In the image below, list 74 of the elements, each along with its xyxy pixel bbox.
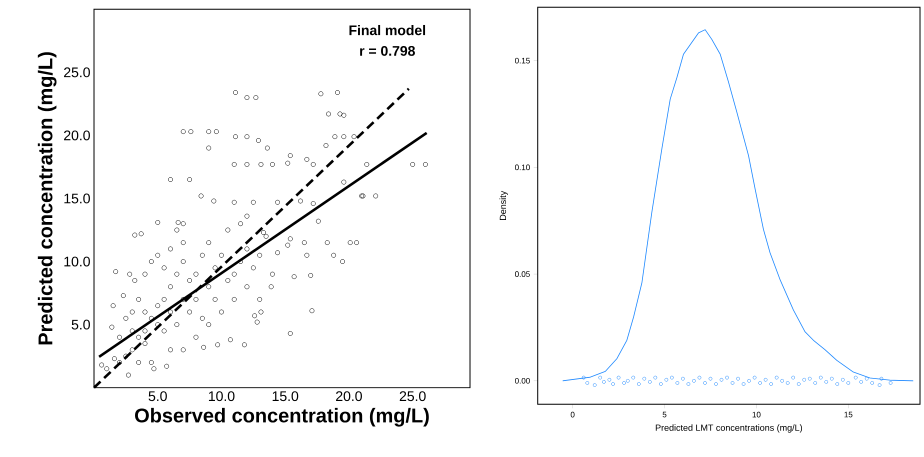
point	[681, 376, 685, 381]
point	[824, 380, 828, 384]
point	[626, 378, 630, 383]
point	[846, 381, 850, 385]
point	[720, 378, 724, 382]
point	[730, 381, 734, 385]
point	[582, 376, 586, 380]
point	[708, 376, 712, 381]
point	[608, 378, 612, 382]
point	[611, 382, 615, 386]
y-tick-label: 15.0	[64, 194, 90, 204]
y-tick-label: 20.0	[64, 130, 90, 140]
point	[692, 378, 696, 383]
point	[602, 380, 606, 384]
x-tick-label: 20.0	[336, 391, 362, 402]
point	[758, 381, 762, 385]
point	[686, 382, 690, 386]
point	[742, 382, 746, 386]
point	[703, 381, 707, 385]
y-tick-label: 10.0	[64, 256, 90, 266]
point	[622, 381, 626, 385]
x-axis-title: Observed concentration (mg/L)	[135, 408, 429, 427]
point	[888, 381, 892, 385]
point	[698, 376, 702, 380]
point	[598, 376, 602, 380]
y-tick-label: 25.0	[64, 67, 90, 78]
point	[648, 380, 652, 384]
x-axis-title: Predicted LMT concentrations (mg/L)	[656, 424, 802, 433]
point	[859, 380, 864, 384]
point	[664, 378, 668, 382]
point	[818, 376, 823, 380]
point	[636, 382, 641, 386]
point	[653, 376, 658, 380]
y-axis-title: Density	[499, 190, 508, 220]
point	[769, 382, 773, 386]
point	[642, 376, 646, 381]
point	[676, 381, 680, 385]
point	[736, 376, 740, 381]
point	[880, 376, 884, 381]
point	[616, 376, 620, 380]
point	[870, 381, 874, 385]
point	[854, 376, 858, 380]
point	[764, 378, 768, 382]
point	[791, 376, 796, 380]
point	[670, 376, 674, 380]
annotation: Final model	[349, 24, 426, 36]
x-tick-label: 10.0	[208, 391, 234, 402]
point	[786, 381, 790, 385]
x-tick-label: 5.0	[148, 391, 167, 402]
point	[659, 382, 663, 386]
point	[813, 381, 818, 385]
point	[878, 383, 882, 387]
line-series	[562, 29, 914, 382]
annotation: r = 0.798	[360, 46, 415, 56]
point	[752, 376, 756, 380]
point	[631, 376, 636, 380]
point	[725, 376, 729, 380]
y-axis-title: Predicted concentration (mg/L)	[38, 52, 56, 344]
point	[808, 376, 812, 381]
point	[774, 376, 778, 380]
point	[802, 378, 806, 382]
point	[585, 381, 590, 385]
point	[830, 376, 834, 381]
x-tick-label: 15.0	[272, 391, 298, 402]
point	[796, 382, 801, 386]
x-tick-label: 25.0	[400, 391, 426, 402]
point	[840, 378, 845, 382]
y-tick-label: 5.0	[72, 320, 90, 330]
point	[835, 382, 840, 386]
point	[864, 376, 869, 381]
point	[747, 378, 751, 383]
point	[714, 382, 718, 386]
point	[780, 378, 784, 383]
point	[592, 383, 597, 387]
